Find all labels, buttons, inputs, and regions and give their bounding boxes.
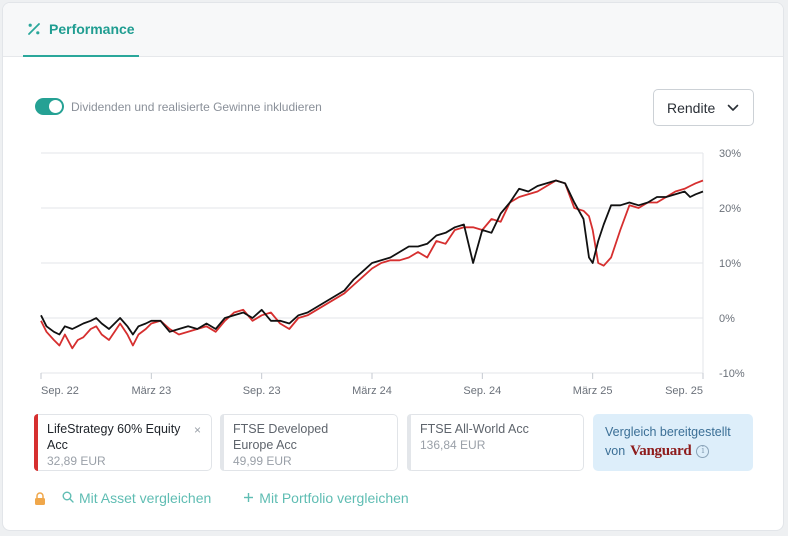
- close-icon[interactable]: ×: [193, 423, 201, 437]
- compare-portfolio-button[interactable]: Mit Portfolio vergleichen: [243, 490, 409, 506]
- toggle-knob: [49, 100, 62, 113]
- legend-price: 32,89 EUR: [47, 454, 106, 468]
- legend-price: 49,99 EUR: [233, 454, 292, 468]
- tab-bar: Performance: [3, 3, 783, 57]
- info-icon[interactable]: i: [696, 444, 710, 458]
- x-tick-label: Sep. 22: [41, 385, 79, 397]
- legend-name: FTSE All-World Acc: [420, 422, 529, 436]
- lock-icon: [34, 491, 46, 505]
- percent-icon: [27, 22, 41, 36]
- x-tick-label: März 24: [352, 385, 392, 397]
- compare-asset-label: Mit Asset vergleichen: [79, 490, 212, 506]
- metric-dropdown-label: Rendite: [667, 99, 716, 116]
- vanguard-attribution: Vergleich bereitgestellt von Vanguard i: [593, 414, 753, 471]
- y-tick-label: 0%: [719, 313, 735, 325]
- y-tick-label: 30%: [719, 148, 741, 160]
- legend-color-bar: [407, 414, 411, 471]
- compare-asset-button[interactable]: Mit Asset vergleichen: [62, 490, 211, 506]
- dividends-toggle-row: Dividenden und realisierte Gewinne inklu…: [35, 98, 322, 115]
- dividends-toggle-label: Dividenden und realisierte Gewinne inklu…: [71, 99, 322, 114]
- legend-price: 136,84 EUR: [420, 438, 486, 452]
- compare-portfolio-label: Mit Portfolio vergleichen: [259, 490, 409, 506]
- legend-card-ftse-all-world[interactable]: FTSE All-World Acc 136,84 EUR: [407, 414, 584, 471]
- chevron-down-icon: [727, 99, 739, 117]
- legend-color-bar: [220, 414, 224, 471]
- x-tick-label: Sep. 25: [665, 385, 703, 397]
- legend-name: FTSE Developed Europe Acc: [233, 422, 329, 452]
- plus-icon: [243, 490, 254, 506]
- legend-card-ftse-developed-europe[interactable]: FTSE Developed Europe Acc 49,99 EUR: [220, 414, 398, 471]
- performance-card: Performance Dividenden und realisierte G…: [2, 2, 784, 531]
- dividends-toggle[interactable]: [35, 98, 64, 115]
- y-tick-label: 10%: [719, 258, 741, 270]
- series-line-1: [40, 179, 704, 350]
- legend-name: LifeStrategy 60% Equity Acc: [47, 422, 181, 452]
- performance-chart: 30% 20% 10% 0% -10% Sep. 22 März 23 Sep. 23 März…: [40, 148, 745, 397]
- vanguard-text: Vergleich bereitgestellt: [605, 425, 731, 439]
- x-tick-label: Sep. 24: [463, 385, 501, 397]
- compare-actions: Mit Asset vergleichen Mit Portfolio verg…: [34, 490, 409, 506]
- search-icon: [62, 490, 74, 506]
- y-tick-label: -10%: [719, 368, 745, 380]
- tab-performance[interactable]: Performance: [23, 3, 139, 57]
- x-tick-label: Sep. 23: [243, 385, 281, 397]
- series-line-2: [40, 179, 704, 336]
- tab-label: Performance: [49, 21, 135, 37]
- vanguard-logo: Vanguard: [630, 443, 692, 459]
- legend-card-lifestrategy[interactable]: LifeStrategy 60% Equity Acc 32,89 EUR ×: [34, 414, 212, 471]
- y-tick-label: 20%: [719, 203, 741, 215]
- vanguard-prefix: von: [605, 444, 626, 458]
- x-tick-label: März 25: [573, 385, 613, 397]
- legend-color-bar: [34, 414, 38, 471]
- x-tick-label: März 23: [131, 385, 171, 397]
- metric-dropdown[interactable]: Rendite: [653, 89, 754, 126]
